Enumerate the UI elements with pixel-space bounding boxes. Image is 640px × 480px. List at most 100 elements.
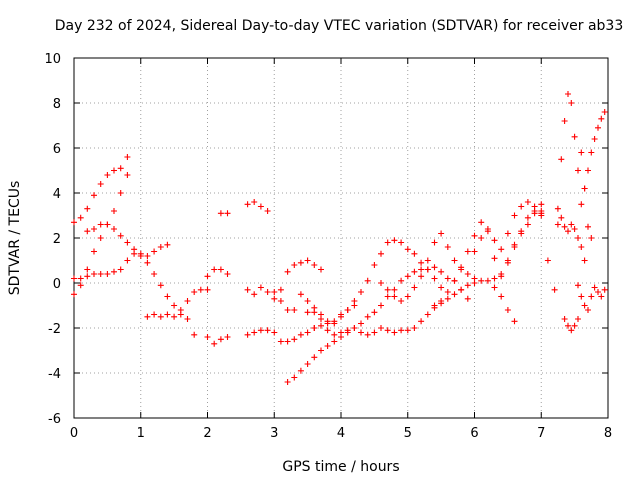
data-point <box>575 316 581 322</box>
y-tick-label: 8 <box>53 97 61 112</box>
point-series-23 <box>561 316 581 334</box>
data-point <box>571 226 578 232</box>
data-point <box>117 266 124 273</box>
y-axis-label: SDTVAR / TECUs <box>7 181 23 296</box>
data-point <box>104 271 111 277</box>
x-tick-label: 8 <box>604 426 612 441</box>
data-point <box>588 149 595 156</box>
data-point <box>117 232 124 239</box>
data-point <box>431 264 438 271</box>
data-point <box>251 329 258 336</box>
data-point <box>404 273 411 280</box>
data-point <box>297 259 304 266</box>
data-point <box>171 302 178 309</box>
data-point <box>561 118 568 124</box>
data-point <box>491 255 498 262</box>
data-point <box>398 239 405 246</box>
data-point <box>277 338 284 345</box>
data-point <box>511 241 518 248</box>
data-point <box>251 199 258 205</box>
data-point <box>404 327 411 334</box>
data-point <box>244 331 251 338</box>
data-point <box>311 304 318 311</box>
data-point <box>371 262 378 268</box>
data-point <box>277 298 284 304</box>
data-point <box>318 311 324 318</box>
data-point <box>358 289 364 295</box>
data-point <box>304 329 311 336</box>
point-series-19 <box>491 201 545 291</box>
data-point <box>157 282 164 289</box>
data-point <box>424 311 431 318</box>
data-point <box>284 338 291 345</box>
data-point <box>224 210 231 217</box>
data-point <box>311 354 318 361</box>
data-point <box>257 203 264 210</box>
data-point <box>257 284 264 291</box>
data-point <box>458 264 465 271</box>
data-point <box>297 367 304 374</box>
data-point <box>588 235 595 241</box>
point-series-16 <box>378 230 478 304</box>
point-series-22 <box>554 214 588 264</box>
data-point <box>97 271 104 277</box>
data-point <box>284 307 291 313</box>
x-tick-label: 6 <box>470 426 478 441</box>
data-point <box>491 284 498 291</box>
data-point <box>97 221 104 228</box>
data-point <box>344 327 351 334</box>
data-point <box>554 221 561 228</box>
data-point <box>391 329 398 336</box>
data-point <box>518 230 525 237</box>
data-point <box>601 109 608 115</box>
data-point <box>204 334 211 340</box>
data-point <box>578 149 585 156</box>
plot-frame <box>73 57 609 419</box>
data-point <box>458 286 465 293</box>
data-point <box>338 329 344 336</box>
data-point <box>578 293 585 300</box>
data-point <box>585 307 591 313</box>
data-point <box>264 327 271 334</box>
data-point <box>364 331 371 338</box>
data-point <box>318 322 324 329</box>
data-point <box>411 284 418 291</box>
data-point <box>418 273 425 280</box>
data-point <box>504 230 511 237</box>
data-point <box>191 289 198 295</box>
data-point <box>224 271 231 277</box>
data-point <box>568 100 575 106</box>
data-point <box>568 327 575 334</box>
data-point <box>418 266 425 273</box>
data-point <box>151 271 158 277</box>
data-point <box>571 322 578 329</box>
data-point <box>311 325 318 331</box>
data-point <box>581 257 588 264</box>
x-tick-label: 3 <box>270 426 278 441</box>
data-point <box>277 286 284 293</box>
data-point <box>498 273 505 280</box>
data-point <box>438 268 445 275</box>
data-point <box>595 289 601 295</box>
data-point <box>565 91 571 97</box>
data-point <box>124 239 131 246</box>
data-point <box>378 325 384 331</box>
data-point <box>71 219 77 226</box>
data-point <box>284 268 291 275</box>
data-point <box>111 226 117 232</box>
data-point <box>164 241 171 248</box>
y-tick-label: -2 <box>48 322 61 337</box>
data-point <box>91 226 97 232</box>
data-point <box>291 262 298 268</box>
y-tick-label: -6 <box>48 412 61 427</box>
data-point <box>304 298 311 304</box>
data-point <box>585 167 591 174</box>
data-point <box>438 230 445 237</box>
data-point <box>601 286 608 293</box>
data-point <box>418 318 425 325</box>
data-point <box>111 208 117 214</box>
data-point <box>217 336 224 343</box>
y-tick-label: -4 <box>48 367 61 382</box>
point-series-15 <box>311 210 545 338</box>
